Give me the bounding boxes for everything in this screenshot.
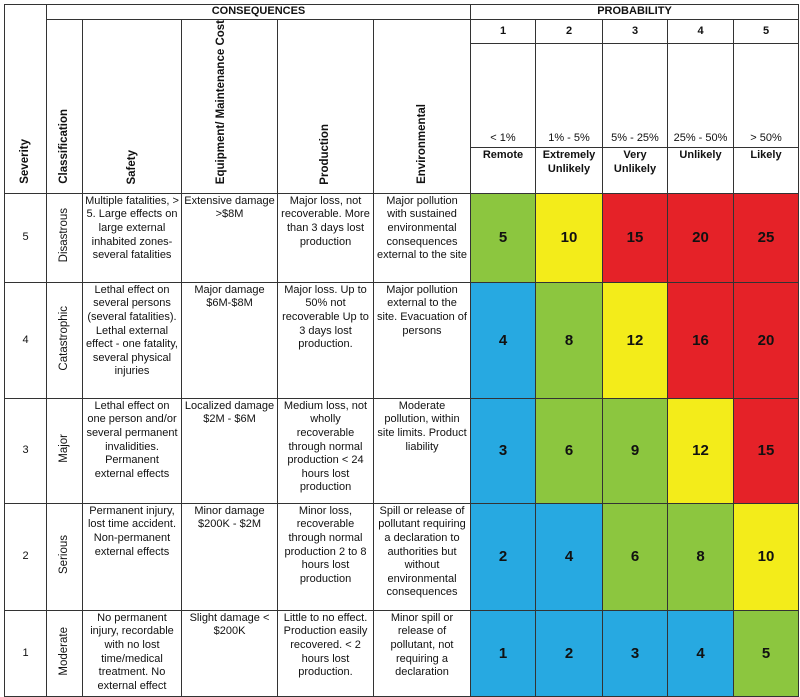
probability-label-5: Likely <box>732 147 800 194</box>
equipment-cost-cell: Localized damage $2M - $6M <box>181 397 278 504</box>
probability-header: PROBABILITY <box>469 4 800 20</box>
safety-cell: No permanent injury, recordable with no … <box>82 609 182 697</box>
classification-value: Catastrophic <box>46 281 83 399</box>
probability-range-2: 1% - 5% <box>535 43 603 149</box>
risk-score-cell: 5 <box>470 192 536 283</box>
risk-score-cell: 2 <box>470 502 536 611</box>
risk-score-cell: 4 <box>667 609 734 697</box>
risk-matrix: Severity CONSEQUENCES PROBABILITY Classi… <box>4 4 800 697</box>
risk-score-cell: 5 <box>732 609 800 697</box>
risk-score-cell: 15 <box>732 397 800 504</box>
risk-score-cell: 1 <box>470 609 536 697</box>
risk-score-cell: 12 <box>602 281 668 399</box>
environmental-cell: Minor spill or release of pollutant, not… <box>373 609 471 697</box>
environmental-cell: Spill or release of pollutant requiring … <box>373 502 471 611</box>
severity-value: 3 <box>4 397 47 504</box>
production-cell: Major loss. Up to 50% not recoverable Up… <box>277 281 374 399</box>
safety-cell: Permanent injury, lost time accident. No… <box>82 502 182 611</box>
probability-number-4: 4 <box>667 18 734 45</box>
risk-score-cell: 16 <box>667 281 734 399</box>
safety-cell: Lethal effect on several persons (severa… <box>82 281 182 399</box>
risk-score-cell: 9 <box>602 397 668 504</box>
risk-score-cell: 4 <box>470 281 536 399</box>
probability-range-1: < 1% <box>470 43 536 149</box>
environmental-cell: Major pollution external to the site. Ev… <box>373 281 471 399</box>
environmental-header: Environmental <box>373 19 471 194</box>
risk-score-cell: 8 <box>667 502 734 611</box>
probability-label-2: Extremely Unlikely <box>535 147 603 194</box>
risk-score-cell: 12 <box>667 397 734 504</box>
equipment-cost-cell: Minor damage $200K - $2M <box>181 502 278 611</box>
probability-number-5: 5 <box>732 18 800 45</box>
equipment-cost-cell: Slight damage < $200K <box>181 609 278 697</box>
severity-value: 2 <box>4 502 47 611</box>
risk-score-cell: 10 <box>732 502 800 611</box>
probability-range-5: > 50% <box>732 43 800 149</box>
severity-header: Severity <box>4 4 47 194</box>
risk-score-cell: 8 <box>535 281 603 399</box>
risk-score-cell: 6 <box>535 397 603 504</box>
consequences-header: CONSEQUENCES <box>46 4 471 20</box>
severity-value: 4 <box>4 281 47 399</box>
risk-score-cell: 20 <box>732 281 800 399</box>
table-row: 1 Moderate No permanent injury, recordab… <box>4 609 800 697</box>
table-row: 5 Disastrous Multiple fatalities, > 5. L… <box>4 192 800 283</box>
equipment-cost-header: Equipment/ Maintenance Cost <box>181 19 278 194</box>
production-header: Production <box>277 19 374 194</box>
probability-number-1: 1 <box>470 18 536 45</box>
safety-cell: Multiple fatalities, > 5. Large effects … <box>82 192 182 283</box>
table-row: 2 Serious Permanent injury, lost time ac… <box>4 502 800 611</box>
risk-score-cell: 4 <box>535 502 603 611</box>
probability-number-2: 2 <box>535 18 603 45</box>
risk-score-cell: 2 <box>535 609 603 697</box>
severity-value: 5 <box>4 192 47 283</box>
equipment-cost-cell: Extensive damage >$8M <box>181 192 278 283</box>
safety-cell: Lethal effect on one person and/or sever… <box>82 397 182 504</box>
probability-label-4: Unlikely <box>667 147 734 194</box>
environmental-cell: Major pollution with sustained environme… <box>373 192 471 283</box>
production-cell: Minor loss, recoverable through normal p… <box>277 502 374 611</box>
risk-score-cell: 6 <box>602 502 668 611</box>
classification-value: Serious <box>46 502 83 611</box>
risk-score-cell: 3 <box>602 609 668 697</box>
classification-value: Disastrous <box>46 192 83 283</box>
environmental-cell: Moderate pollution, within site limits. … <box>373 397 471 504</box>
classification-header: Classification <box>46 19 83 194</box>
risk-score-cell: 3 <box>470 397 536 504</box>
production-cell: Major loss, not recoverable. More than 3… <box>277 192 374 283</box>
table-row: 3 Major Lethal effect on one person and/… <box>4 397 800 504</box>
classification-value: Major <box>46 397 83 504</box>
probability-label-1: Remote <box>470 147 536 194</box>
severity-value: 1 <box>4 609 47 697</box>
table-row: 4 Catastrophic Lethal effect on several … <box>4 281 800 399</box>
classification-value: Moderate <box>46 609 83 697</box>
safety-header: Safety <box>82 19 182 194</box>
equipment-cost-cell: Major damage $6M-$8M <box>181 281 278 399</box>
probability-range-4: 25% - 50% <box>667 43 734 149</box>
risk-score-cell: 10 <box>535 192 603 283</box>
probability-range-3: 5% - 25% <box>602 43 668 149</box>
risk-score-cell: 25 <box>732 192 800 283</box>
production-cell: Medium loss, not wholly recoverable thro… <box>277 397 374 504</box>
risk-score-cell: 20 <box>667 192 734 283</box>
probability-label-3: Very Unlikely <box>602 147 668 194</box>
risk-score-cell: 15 <box>602 192 668 283</box>
probability-number-3: 3 <box>602 18 668 45</box>
production-cell: Little to no effect. Production easily r… <box>277 609 374 697</box>
